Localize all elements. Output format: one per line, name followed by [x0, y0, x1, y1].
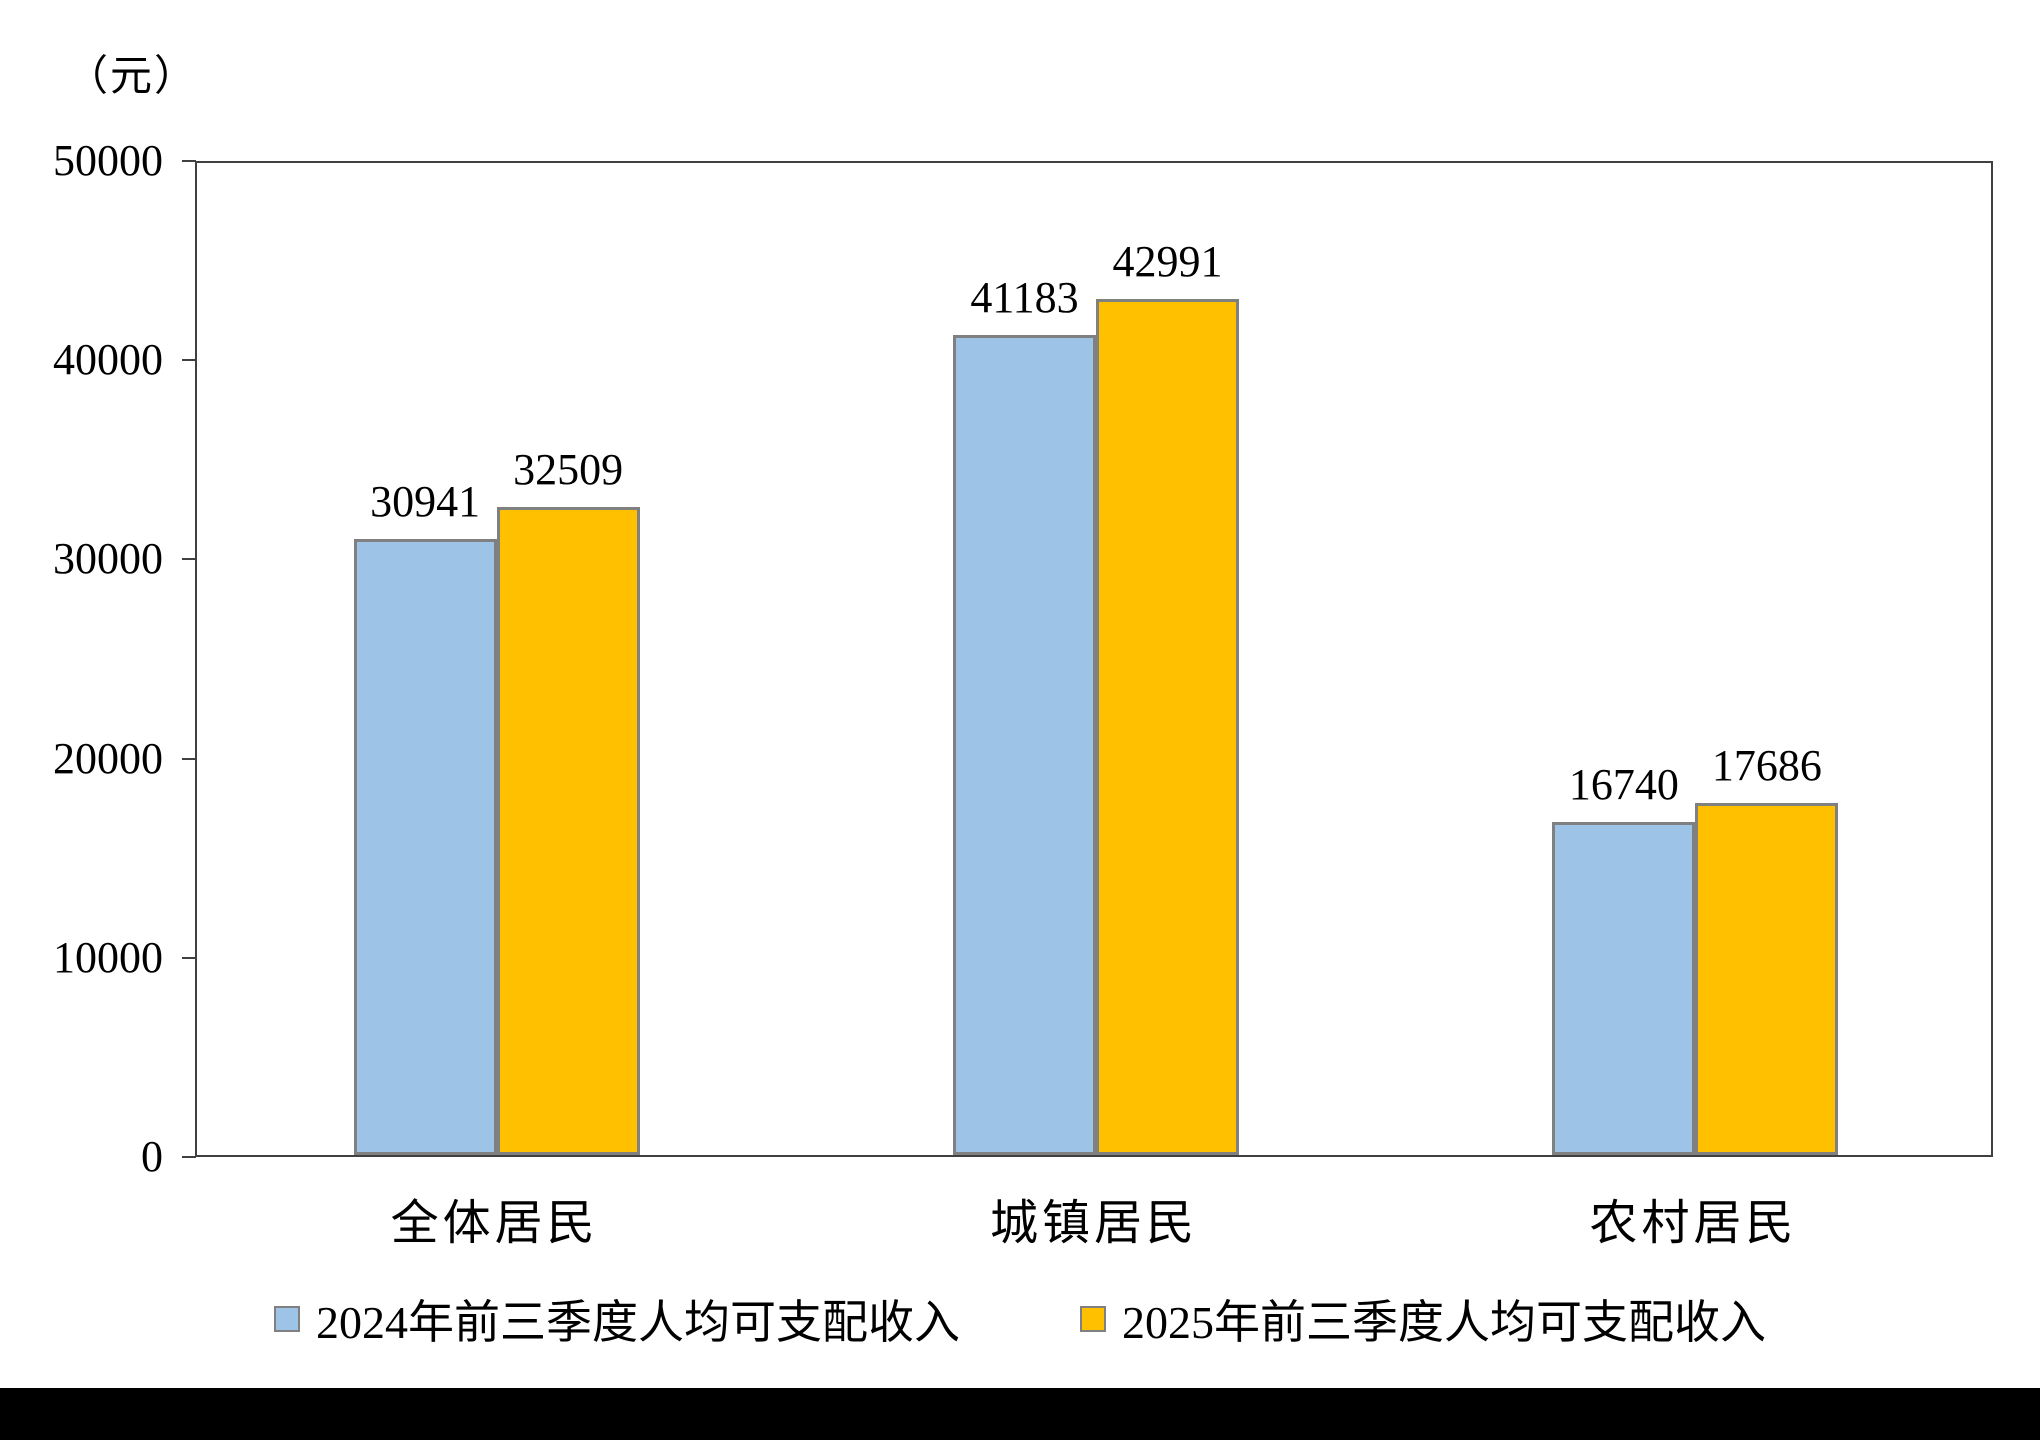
- bar-value-label: 32509: [513, 445, 624, 494]
- bar-value-label: 16740: [1568, 760, 1679, 809]
- legend-item-2025: 2025年前三季度人均可支配收入: [1080, 1286, 1766, 1352]
- legend-label-2025: 2025年前三季度人均可支配收入: [1122, 1297, 1766, 1348]
- bar-value-label: 41183: [970, 273, 1079, 322]
- legend-swatch-2025-icon: [1080, 1306, 1106, 1332]
- legend: 2024年前三季度人均可支配收入 2025年前三季度人均可支配收入: [0, 1286, 2040, 1352]
- bar-series-2-category-3: [1695, 803, 1839, 1155]
- bar-series-2-category-1: [496, 507, 640, 1155]
- bar-value-label: 17686: [1711, 741, 1822, 790]
- bar-value-label: 42991: [1112, 237, 1223, 286]
- y-axis: 50000 40000 30000 20000 10000 0: [0, 0, 163, 1440]
- legend-label-2024: 2024年前三季度人均可支配收入: [316, 1297, 960, 1348]
- y-axis-tick-mark: [182, 1156, 196, 1158]
- category-label: 全体居民: [390, 1197, 599, 1250]
- legend-item-2024: 2024年前三季度人均可支配收入: [274, 1286, 960, 1352]
- y-axis-tick-label: 10000: [53, 932, 163, 982]
- bar-series-1-category-2: [953, 335, 1096, 1155]
- y-axis-tick-mark: [182, 160, 196, 162]
- y-axis-tick-mark: [182, 359, 196, 362]
- legend-swatch-2024-icon: [274, 1306, 300, 1332]
- bar-value-label: 30941: [370, 477, 481, 526]
- y-axis-tick-mark: [182, 558, 196, 561]
- bar-series-1-category-3: [1552, 822, 1696, 1155]
- y-axis-tick-label: 30000: [53, 534, 163, 584]
- plot-area: 30941 32509 41183 42991 16740 17686: [195, 161, 1993, 1157]
- y-axis-tick-label: 0: [141, 1132, 163, 1181]
- bottom-black-strip: [0, 1388, 2040, 1440]
- y-axis-unit-label: （元）: [66, 54, 199, 100]
- y-axis-tick-label: 20000: [53, 733, 163, 783]
- y-axis-tick-label: 40000: [53, 335, 163, 385]
- category-label: 城镇居民: [989, 1197, 1198, 1250]
- y-axis-tick-mark: [182, 757, 196, 760]
- bar-series-1-category-1: [353, 539, 497, 1155]
- category-label: 农村居民: [1589, 1197, 1798, 1250]
- bar-series-2-category-2: [1096, 299, 1239, 1155]
- y-axis-tick-label: 50000: [53, 136, 163, 185]
- y-axis-tick-mark: [182, 956, 196, 959]
